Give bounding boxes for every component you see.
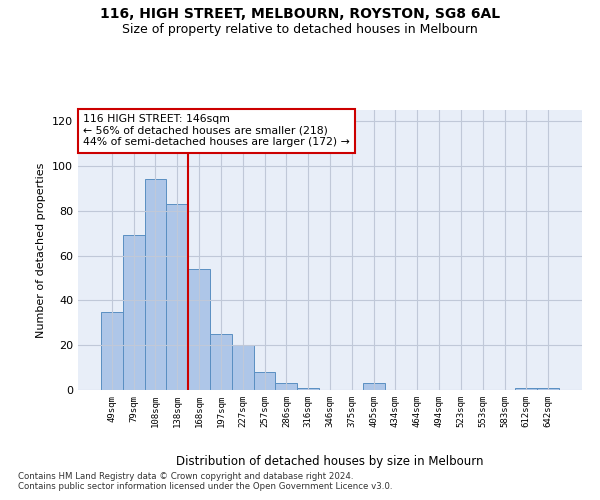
Bar [275,384,297,390]
Bar [297,388,319,390]
Bar [515,388,537,390]
Text: 116, HIGH STREET, MELBOURN, ROYSTON, SG8 6AL: 116, HIGH STREET, MELBOURN, ROYSTON, SG8… [100,8,500,22]
Bar [254,372,275,390]
Bar [188,269,210,390]
Text: Size of property relative to detached houses in Melbourn: Size of property relative to detached ho… [122,22,478,36]
Bar [537,388,559,390]
Text: Contains HM Land Registry data © Crown copyright and database right 2024.: Contains HM Land Registry data © Crown c… [18,472,353,481]
Text: 116 HIGH STREET: 146sqm
← 56% of detached houses are smaller (218)
44% of semi-d: 116 HIGH STREET: 146sqm ← 56% of detache… [83,114,350,148]
Y-axis label: Number of detached properties: Number of detached properties [37,162,46,338]
Bar [101,312,123,390]
Text: Distribution of detached houses by size in Melbourn: Distribution of detached houses by size … [176,454,484,468]
Text: Contains public sector information licensed under the Open Government Licence v3: Contains public sector information licen… [18,482,392,491]
Bar [363,384,385,390]
Bar [123,236,145,390]
Bar [145,180,166,390]
Bar [166,204,188,390]
Bar [210,334,232,390]
Bar [232,345,254,390]
